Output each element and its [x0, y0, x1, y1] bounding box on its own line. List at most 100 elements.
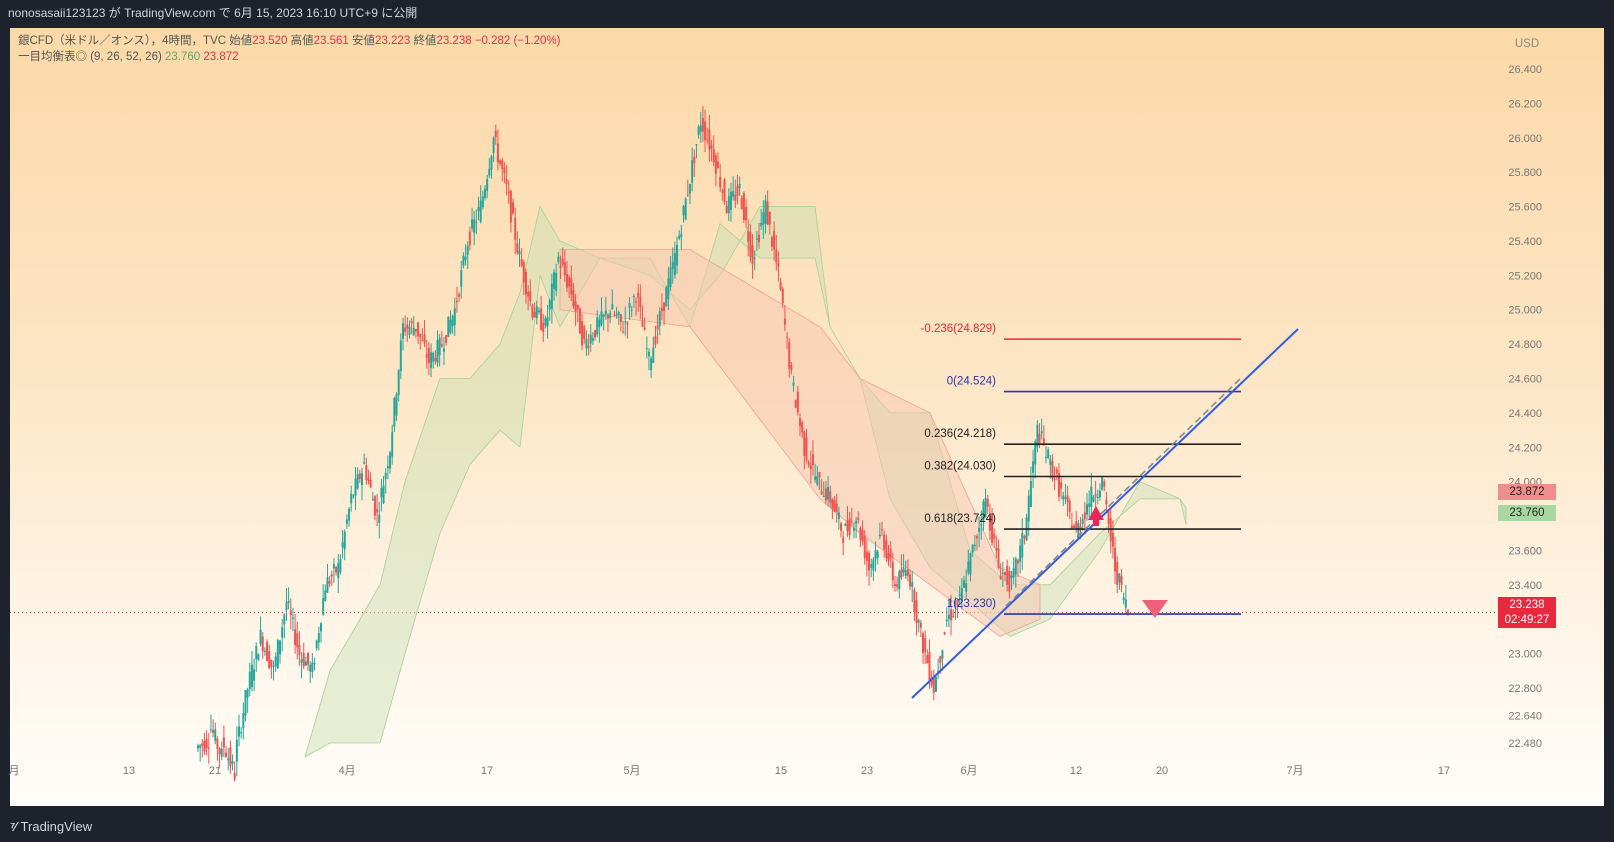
- candle-body: [622, 331, 625, 333]
- candle-body: [1062, 495, 1065, 500]
- candle-body: [848, 518, 851, 535]
- x-tick-label-12: 17: [1438, 765, 1450, 777]
- candle-body: [619, 314, 622, 322]
- legend-high-label: 高値: [290, 35, 314, 47]
- candle-body: [896, 584, 899, 587]
- candle-body: [324, 590, 327, 602]
- x-tick-label-0: 月: [9, 765, 20, 777]
- candle-body: [322, 598, 325, 615]
- candle-body: [436, 339, 439, 363]
- candle-body: [1098, 490, 1101, 498]
- candle-body: [371, 499, 374, 501]
- candle-body: [587, 345, 590, 348]
- candle-body: [225, 752, 228, 757]
- candle-body: [509, 190, 512, 223]
- candle-body: [1118, 573, 1121, 583]
- candle-body: [852, 528, 855, 531]
- candle-body: [499, 160, 502, 164]
- candle-body: [755, 238, 758, 240]
- y-tick-label-18: 22.800: [1508, 683, 1542, 695]
- candle-body: [315, 640, 318, 649]
- candle-body: [462, 255, 465, 266]
- candle-body: [1032, 461, 1035, 473]
- candle-body: [496, 143, 499, 163]
- y-tick-label-20: 22.480: [1508, 738, 1542, 750]
- candle-body: [704, 121, 707, 141]
- candle-body: [522, 261, 525, 283]
- up-arrow-marker-stem: [1093, 518, 1099, 526]
- y-tick-label-19: 22.640: [1508, 710, 1542, 722]
- candle-body: [1122, 597, 1125, 601]
- fib-label-0: -0.236(24.829): [921, 323, 997, 335]
- candle-body: [421, 339, 424, 341]
- publish-header-text: nonosasaii123123 が TradingView.com で 6月 …: [8, 6, 418, 20]
- candle-body: [479, 200, 482, 222]
- candle-body: [874, 549, 877, 560]
- candle-body: [1120, 576, 1123, 586]
- candle-body: [628, 303, 631, 308]
- candle-body: [626, 322, 629, 325]
- candle-body: [997, 548, 1000, 568]
- candle-body: [317, 632, 320, 643]
- x-tick-label-11: 7月: [1286, 765, 1303, 777]
- candle-body: [419, 333, 422, 338]
- candle-body: [291, 617, 294, 619]
- candle-body: [442, 348, 445, 352]
- candle-body: [540, 308, 543, 330]
- candle-body: [1094, 494, 1097, 497]
- up-arrow-marker: [1088, 506, 1104, 520]
- candle-body: [367, 478, 370, 482]
- candle-body: [978, 527, 981, 533]
- candle-body: [736, 185, 739, 196]
- candle-body: [1014, 558, 1017, 575]
- candle-body: [583, 326, 586, 339]
- x-tick-label-4: 17: [481, 765, 493, 777]
- candle-body: [240, 732, 243, 734]
- candle-body: [671, 261, 674, 269]
- candle-body: [738, 183, 741, 189]
- x-tick-label-10: 20: [1156, 765, 1168, 777]
- candle-body: [615, 315, 618, 317]
- candle-body: [218, 748, 221, 755]
- candle-body: [624, 321, 627, 323]
- candle-body: [555, 272, 558, 291]
- trend-line-dashed: [1005, 378, 1241, 607]
- y-tick-label-14: 23.600: [1508, 545, 1542, 557]
- candle-body: [1008, 571, 1011, 592]
- candle-body: [913, 589, 916, 612]
- candle-body: [753, 257, 756, 259]
- candle-body: [723, 179, 726, 203]
- candle-body: [922, 633, 925, 654]
- candle-body: [455, 300, 458, 303]
- candle-body: [207, 747, 210, 749]
- candle-body: [999, 576, 1002, 580]
- candle-body: [842, 537, 845, 543]
- candle-body: [393, 398, 396, 427]
- candle-body: [1038, 433, 1041, 445]
- candle-body: [535, 306, 538, 319]
- legend-low: 23.223: [375, 35, 411, 47]
- candle-body: [658, 311, 661, 327]
- candle-body: [423, 334, 426, 344]
- candle-body: [777, 262, 780, 267]
- candle-body: [693, 156, 696, 164]
- candle-body: [516, 243, 519, 253]
- legend-ichimoku-v1: 23.760: [165, 51, 201, 63]
- candle-body: [606, 315, 609, 319]
- candle-body: [734, 194, 737, 201]
- candle-body: [859, 528, 862, 540]
- candle-body: [518, 251, 521, 255]
- candle-body: [253, 669, 256, 681]
- candle-body: [792, 382, 795, 386]
- candle-body: [460, 269, 463, 287]
- candle-body: [883, 534, 886, 550]
- brand[interactable]: ⁷⁄ TradingView: [10, 819, 92, 834]
- candle-body: [717, 161, 720, 168]
- candle-body: [427, 347, 430, 364]
- candle-body: [434, 358, 437, 362]
- candle-body: [229, 747, 232, 767]
- candle-body: [872, 559, 875, 571]
- candle-body: [643, 327, 646, 330]
- candle-body: [468, 231, 471, 246]
